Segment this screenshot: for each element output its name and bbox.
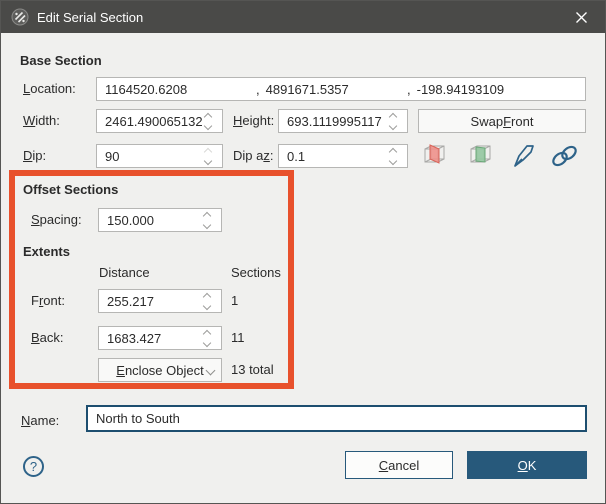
group-heading-extents: Extents [23,244,70,259]
dip-value: 90 [105,148,120,164]
dip-spinner[interactable] [202,147,214,165]
window-title: Edit Serial Section [37,9,144,25]
width-label: Width: [23,113,60,128]
serial-section-icon [11,8,29,26]
height-label: Height: [233,113,275,128]
location-x-segment: 1164520.6208 [105,82,256,97]
width-spinner[interactable] [203,112,214,130]
location-z-value: -198.94193109 [416,81,505,97]
name-input[interactable] [86,405,587,432]
close-button[interactable] [567,3,595,31]
spinner-up-icon[interactable] [204,112,213,121]
spinner-up-icon[interactable] [202,292,212,301]
enclose-object-label: Enclose Object [116,362,204,378]
spinner-down-icon[interactable] [203,156,213,165]
chevron-down-icon [205,365,216,376]
back-label: Back: [31,330,64,345]
location-x-value: 1164520.6208 [105,81,188,97]
spacing-label: Spacing: [31,212,82,227]
front-sections-count: 1 [231,293,239,308]
location-separator: , [256,81,260,97]
dip-az-value: 0.1 [287,148,306,164]
title-bar: Edit Serial Section [1,1,605,33]
spinner-up-icon[interactable] [388,147,398,156]
group-heading-offset-sections: Offset Sections [23,182,119,197]
back-sections-count: 11 [231,330,245,345]
dip-field[interactable]: 90 [96,144,223,168]
back-distance-field[interactable]: 1683.427 [98,326,222,350]
green-section-plane-cube-icon[interactable] [467,141,494,168]
spinner-down-icon[interactable] [202,338,212,347]
draw-pen-icon[interactable] [513,144,536,168]
location-y-segment: , 4891671.5357 [256,82,407,97]
front-label: Front: [31,293,65,308]
height-field[interactable]: 693.1119995117 [278,109,408,133]
dip-az-spinner[interactable] [387,147,399,165]
spinner-down-icon[interactable] [202,301,212,310]
spacing-value: 150.000 [107,212,154,228]
spinner-up-icon[interactable] [388,112,398,121]
dip-label: Dip: [23,148,47,163]
red-section-plane-cube-icon[interactable] [421,141,448,168]
column-header-distance: Distance [99,265,150,280]
height-spinner[interactable] [387,112,399,130]
back-spinner[interactable] [201,329,213,347]
spacing-spinner[interactable] [201,211,213,229]
width-field[interactable]: 2461.490065132 [96,109,223,133]
spacing-field[interactable]: 150.000 [98,208,222,232]
front-distance-value: 255.217 [107,293,154,309]
enclose-object-dropdown[interactable]: Enclose Object [98,358,222,382]
link-chain-icon[interactable] [550,144,579,168]
spinner-down-icon[interactable] [202,220,212,229]
help-button[interactable]: ? [23,456,44,477]
width-value: 2461.490065132 [105,113,203,129]
spinner-up-icon[interactable] [202,329,212,338]
location-field[interactable]: 1164520.6208 , 4891671.5357 , -198.9419310… [96,77,586,101]
question-icon: ? [29,459,38,474]
spinner-up-icon[interactable] [202,211,212,220]
group-heading-base-section: Base Section [20,53,102,68]
spinner-up-icon[interactable] [203,147,213,156]
location-label: Location: [23,81,76,96]
spinner-down-icon[interactable] [388,156,398,165]
front-distance-field[interactable]: 255.217 [98,289,222,313]
location-separator: , [407,81,411,97]
back-distance-value: 1683.427 [107,330,162,346]
close-icon [575,11,587,23]
location-z-segment: , -198.94193109 [407,82,577,97]
height-value: 693.1119995117 [287,113,382,129]
total-sections-count: 13 total [231,362,274,377]
column-header-sections: Sections [231,265,281,280]
spinner-down-icon[interactable] [204,121,213,130]
name-label: Name: [21,413,60,428]
location-y-value: 4891671.5357 [265,81,349,97]
dip-az-label: Dip az: [233,148,274,163]
spinner-down-icon[interactable] [388,121,398,130]
dip-az-field[interactable]: 0.1 [278,144,408,168]
front-spinner[interactable] [201,292,213,310]
